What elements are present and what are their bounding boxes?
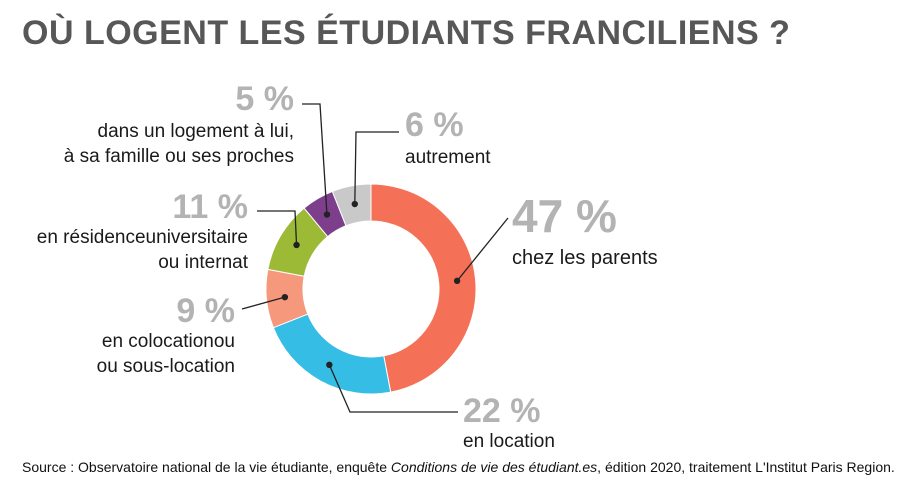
leader-line-0: [456, 217, 509, 282]
source-italic: Conditions de vie des étudiant.es: [390, 459, 598, 475]
donut-slices: [265, 183, 477, 395]
slice-category-label-3-0: en résidenceuniversitaire: [37, 227, 248, 248]
slice-category-label-1-0: en location: [463, 431, 555, 452]
slice-category-label-4-1: à sa famille ou ses proches: [64, 146, 294, 167]
leader-dot-4: [323, 211, 331, 218]
leader-line-5: [354, 131, 399, 205]
slice-percent-label-2: 9 %: [176, 292, 235, 330]
source-suffix: , édition 2020, traitement L'Institut Pa…: [597, 459, 895, 475]
leader-dot-0: [453, 277, 461, 285]
slice-category-label-3-1: ou internat: [158, 252, 249, 273]
donut-slice-0: [370, 183, 477, 393]
slice-percent-label-0: 47 %: [512, 190, 617, 242]
slice-percent-label-1: 22 %: [463, 392, 541, 430]
leader-lines: [241, 103, 509, 413]
slice-percent-label-5: 6 %: [405, 106, 464, 144]
donut-slice-1: [272, 313, 392, 395]
leader-line-2: [241, 296, 286, 310]
leader-dot-5: [351, 200, 358, 208]
leader-dot-3: [293, 241, 300, 249]
slice-category-label-2-1: ou sous-location: [97, 356, 235, 377]
source-note: Source : Observatoire national de la vie…: [22, 459, 895, 475]
slice-percent-label-3: 11 %: [172, 188, 248, 226]
slice-category-label-0-0: chez les parents: [512, 247, 658, 269]
leader-dot-1: [326, 361, 333, 369]
slice-percent-label-4: 5 %: [235, 80, 294, 118]
leader-line-1: [328, 364, 458, 413]
leader-line-4: [302, 103, 328, 215]
leader-line-3: [257, 210, 298, 245]
chart-title: OÙ LOGENT LES ÉTUDIANTS FRANCILIENS ?: [22, 14, 791, 52]
slice-category-label-5-0: autrement: [405, 147, 491, 168]
slice-category-label-4-0: dans un logement à lui,: [98, 121, 294, 142]
source-prefix: Source : Observatoire national de la vie…: [22, 459, 391, 475]
slice-category-label-2-0: en colocationou: [102, 331, 235, 352]
leader-dot-2: [281, 293, 289, 301]
donut-slice-5: [331, 183, 372, 227]
